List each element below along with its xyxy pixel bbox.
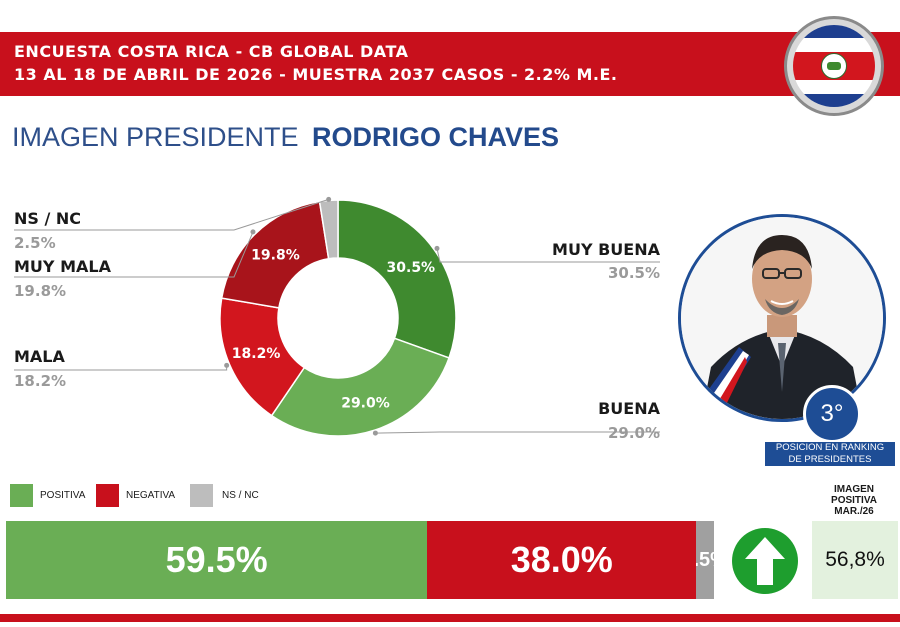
pct-mala: 18.2% (14, 372, 67, 390)
previous-label-line3: MAR./26 (834, 506, 874, 517)
donut-slice-buena (270, 337, 450, 437)
bar-segment-ns-nc: 2.5% (696, 521, 714, 599)
donut-label-buena: 29.0% (341, 396, 390, 412)
previous-label-line1: IMAGEN (834, 484, 874, 495)
previous-value: 56,8% (812, 521, 898, 599)
legend-swatch-negativa (96, 484, 119, 507)
bar-label-negativa: 38.0% (510, 539, 613, 580)
legend-label-positiva: POSITIVA (40, 490, 86, 501)
leader-line-mala (14, 365, 228, 371)
leader-dot-mala (224, 362, 230, 368)
leader-line-buena (375, 431, 660, 434)
donut-label-muy-mala: 19.8% (251, 248, 300, 264)
president-portrait (678, 214, 886, 422)
label-ns-nc: NS / NC (14, 209, 82, 228)
bar-label-ns-nc: 2.5% (696, 548, 714, 571)
previous-label-line2: POSITIVA (831, 495, 877, 506)
donut-slice-muy-buena (337, 199, 457, 359)
leader-line-muy-buena (436, 248, 660, 263)
ranking-caption-line1: POSICION EN RANKING (775, 442, 885, 453)
leader-dot-ns-nc (326, 196, 332, 202)
ranking-caption: POSICION EN RANKING DE PRESIDENTES (765, 442, 895, 466)
legend-label-negativa: NEGATIVA (126, 490, 176, 501)
label-mala: MALA (14, 347, 65, 366)
label-buena: BUENA (598, 399, 660, 418)
leader-dot-muy-buena (434, 245, 440, 251)
previous-label: IMAGEN POSITIVA MAR./26 (806, 484, 900, 517)
leader-line-muy-mala (14, 231, 254, 278)
legend-label-ns-nc: NS / NC (222, 490, 259, 501)
footer-bar (0, 614, 900, 622)
label-muy-buena: MUY BUENA (552, 240, 660, 259)
bar-segment-positiva: 59.5% (6, 521, 428, 599)
pct-ns-nc: 2.5% (14, 234, 56, 252)
donut-chart: 30.5% 29.0% 18.2% 19.8% (14, 196, 660, 437)
donut-slice-muy-mala (220, 200, 330, 309)
donut-label-muy-buena: 30.5% (387, 260, 436, 276)
bar-label-positiva: 59.5% (165, 539, 268, 580)
label-muy-mala: MUY MALA (14, 257, 111, 276)
ranking-position-badge: 3° (803, 385, 861, 443)
title-prefix: IMAGEN PRESIDENTE (12, 122, 299, 152)
arrow-up-icon (732, 528, 798, 594)
header-banner: ENCUESTA COSTA RICA - CB GLOBAL DATA 13 … (0, 32, 900, 96)
costa-rica-flag-icon (784, 16, 884, 116)
donut-label-mala: 18.2% (232, 346, 281, 362)
leader-dot-muy-mala (250, 229, 256, 235)
legend-swatch-ns-nc (190, 484, 213, 507)
pct-muy-buena: 30.5% (607, 264, 660, 282)
bar-segment-negativa: 38.0% (427, 521, 697, 599)
pct-buena: 29.0% (607, 424, 660, 442)
leader-line-ns-nc (14, 198, 329, 231)
survey-details: 13 AL 18 DE ABRIL DE 2026 - MUESTRA 2037… (14, 65, 618, 84)
ranking-caption-line2: DE PRESIDENTES (788, 454, 872, 465)
survey-title: ENCUESTA COSTA RICA - CB GLOBAL DATA (14, 42, 409, 61)
legend-swatch-positiva (10, 484, 33, 507)
president-name: RODRIGO CHAVES (312, 122, 560, 152)
pct-muy-mala: 19.8% (14, 282, 67, 300)
